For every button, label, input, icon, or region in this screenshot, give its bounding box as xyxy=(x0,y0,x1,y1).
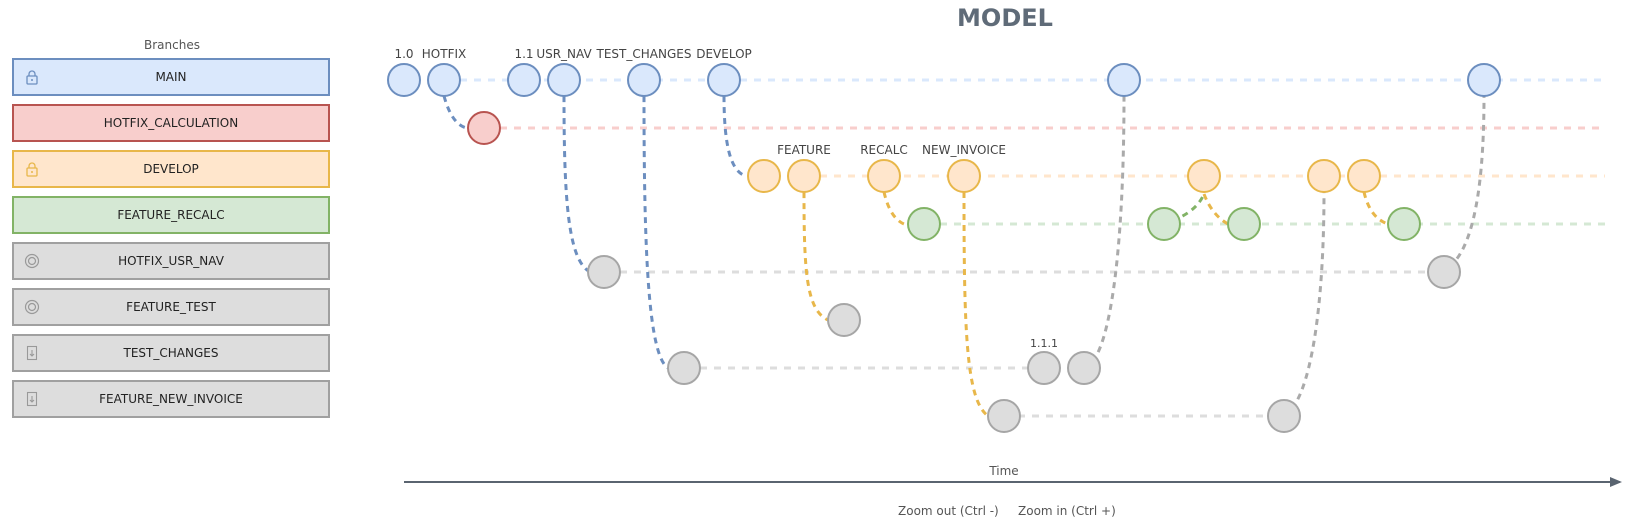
archive-icon xyxy=(26,345,38,361)
tag-label: RECALC xyxy=(860,143,908,157)
commit-node[interactable] xyxy=(907,207,941,241)
commit-node[interactable] xyxy=(427,63,461,97)
commit-node[interactable] xyxy=(507,63,541,97)
commit-node[interactable] xyxy=(867,159,901,193)
connector-develop-recalc xyxy=(882,191,905,226)
tag-label: FEATURE xyxy=(777,143,831,157)
commit-node[interactable] xyxy=(827,303,861,337)
commit-node[interactable] xyxy=(667,351,701,385)
connector-main-usr-nav xyxy=(562,95,591,274)
commit-node[interactable] xyxy=(1227,207,1261,241)
branch-sidebar: Branches MAIN HOTFIX_CALCULATION DEVELOP… xyxy=(0,0,340,527)
commit-node[interactable] xyxy=(1427,255,1461,289)
sidebar-title: Branches xyxy=(144,38,200,52)
tag-label: NEW_INVOICE xyxy=(922,143,1006,157)
connector-usr-nav-main xyxy=(1439,95,1486,274)
connector-test-changes-main xyxy=(1083,95,1126,370)
connector-develop-new-invoice xyxy=(962,191,989,418)
branch-feature-test[interactable]: FEATURE_TEST xyxy=(12,288,330,326)
commit-node[interactable] xyxy=(987,399,1021,433)
lock-icon xyxy=(26,70,38,85)
commit-node[interactable] xyxy=(1387,207,1421,241)
commit-node[interactable] xyxy=(1267,399,1301,433)
connector-develop-recalc-3 xyxy=(1362,191,1389,226)
commit-node[interactable] xyxy=(1027,351,1061,385)
zoom-in-button[interactable]: Zoom in (Ctrl +) xyxy=(1018,504,1116,518)
lock-icon xyxy=(26,162,38,177)
commit-node[interactable] xyxy=(627,63,661,97)
commit-node[interactable] xyxy=(1067,351,1101,385)
commit-node[interactable] xyxy=(1347,159,1381,193)
commit-node[interactable] xyxy=(547,63,581,97)
tag-label: DEVELOP xyxy=(696,47,752,61)
time-axis-label: Time xyxy=(988,464,1018,478)
connector-main-develop xyxy=(722,95,747,178)
commit-node[interactable] xyxy=(707,63,741,97)
commit-node[interactable] xyxy=(1107,63,1141,97)
merged-icon xyxy=(24,253,40,269)
zoom-out-button[interactable]: Zoom out (Ctrl -) xyxy=(898,504,999,518)
page-title: MODEL xyxy=(957,4,1053,32)
commit-node[interactable] xyxy=(947,159,981,193)
commit-node[interactable] xyxy=(1307,159,1341,193)
tag-label: 1.0 xyxy=(394,47,413,61)
connector-main-test-changes xyxy=(642,95,669,370)
commit-node[interactable] xyxy=(1467,63,1501,97)
commit-node[interactable] xyxy=(387,63,421,97)
merged-icon xyxy=(24,299,40,315)
connector-develop-feature-test xyxy=(802,191,829,322)
commit-node[interactable] xyxy=(587,255,621,289)
connector-new-invoice-develop xyxy=(1283,191,1326,418)
tag-label: HOTFIX xyxy=(422,47,466,61)
connector-main-hotfix xyxy=(442,95,468,130)
tag-label: USR_NAV xyxy=(536,47,592,61)
tag-label: 1.1.1 xyxy=(1030,337,1058,350)
commit-node[interactable] xyxy=(467,111,501,145)
commit-node[interactable] xyxy=(1187,159,1221,193)
commit-node[interactable] xyxy=(787,159,821,193)
tag-label: 1.1 xyxy=(514,47,533,61)
commit-node[interactable] xyxy=(747,159,781,193)
archive-icon xyxy=(26,391,38,407)
connector-develop-recalc-2 xyxy=(1202,193,1229,226)
commit-node[interactable] xyxy=(1147,207,1181,241)
tag-label: TEST_CHANGES xyxy=(596,47,692,61)
